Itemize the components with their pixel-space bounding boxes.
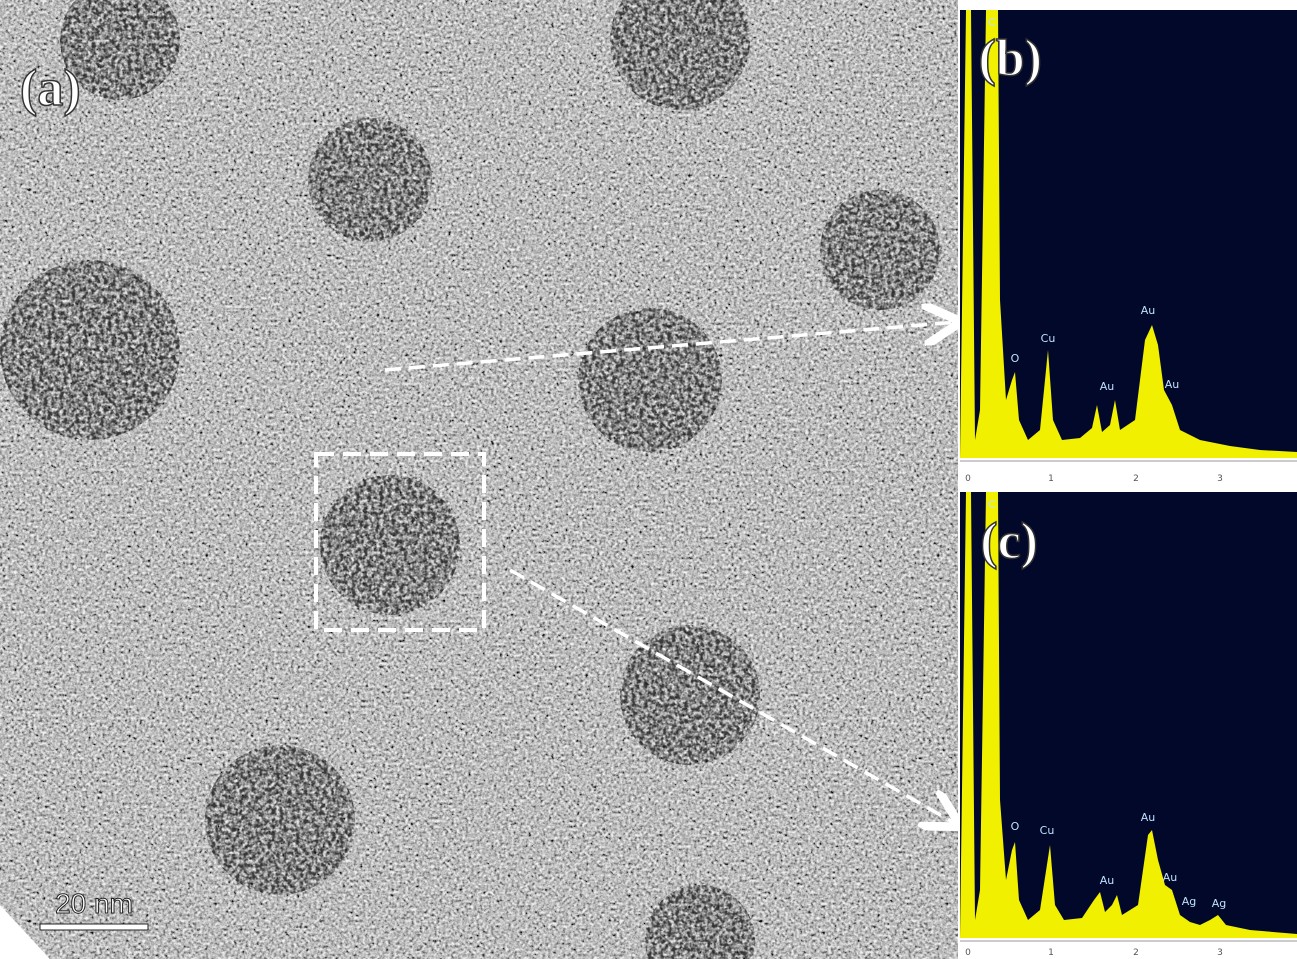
tick-label: 2 (1133, 474, 1139, 484)
peak-label: Cu (1041, 332, 1056, 345)
peak-label: Ag (1212, 897, 1227, 910)
spectrum-c: (c) C O Cu Au Au Au Ag Ag 0 1 2 3 (960, 492, 1297, 959)
panel-label: (c) (980, 513, 1038, 570)
arrow (509, 568, 958, 825)
ticks: 0 1 2 3 (965, 474, 1223, 484)
peak-labels: C O Cu Au Au Au (988, 16, 1179, 393)
peak-label: O (1011, 352, 1020, 365)
scale-bar (39, 923, 149, 931)
tem-image: (a) 20 nm (0, 0, 958, 959)
peak-label: O (1011, 820, 1020, 833)
peak-label: Ag (1182, 895, 1197, 908)
tick-label: 3 (1217, 948, 1223, 958)
tick-label: 2 (1133, 948, 1139, 958)
ticks: 0 1 2 3 (965, 948, 1223, 958)
selection-box (314, 452, 486, 632)
peak-label: Au (1141, 304, 1156, 317)
tick-label: 3 (1217, 474, 1223, 484)
tick-label: 0 (965, 948, 971, 958)
scale-bar-label: 20 nm (55, 888, 133, 919)
peak-label: Au (1141, 811, 1156, 824)
peak-labels: C O Cu Au Au Au Ag Ag (988, 498, 1226, 910)
tick-label: 1 (1048, 474, 1054, 484)
peak-label: Au (1100, 874, 1115, 887)
corner (0, 905, 50, 959)
peak-label: Au (1165, 378, 1180, 391)
peak-label: Au (1163, 871, 1178, 884)
panel-label: (b) (978, 30, 1042, 87)
peak-label: Au (1100, 380, 1115, 393)
peak-label: C (988, 498, 996, 511)
peak-label: Cu (1040, 824, 1055, 837)
spectrum-b: (b) C O Cu Au Au Au 0 1 2 3 (960, 10, 1297, 490)
tick-label: 0 (965, 474, 971, 484)
tick-label: 1 (1048, 948, 1054, 958)
peak-label: C (988, 16, 996, 29)
panel-label: (a) (20, 60, 81, 117)
